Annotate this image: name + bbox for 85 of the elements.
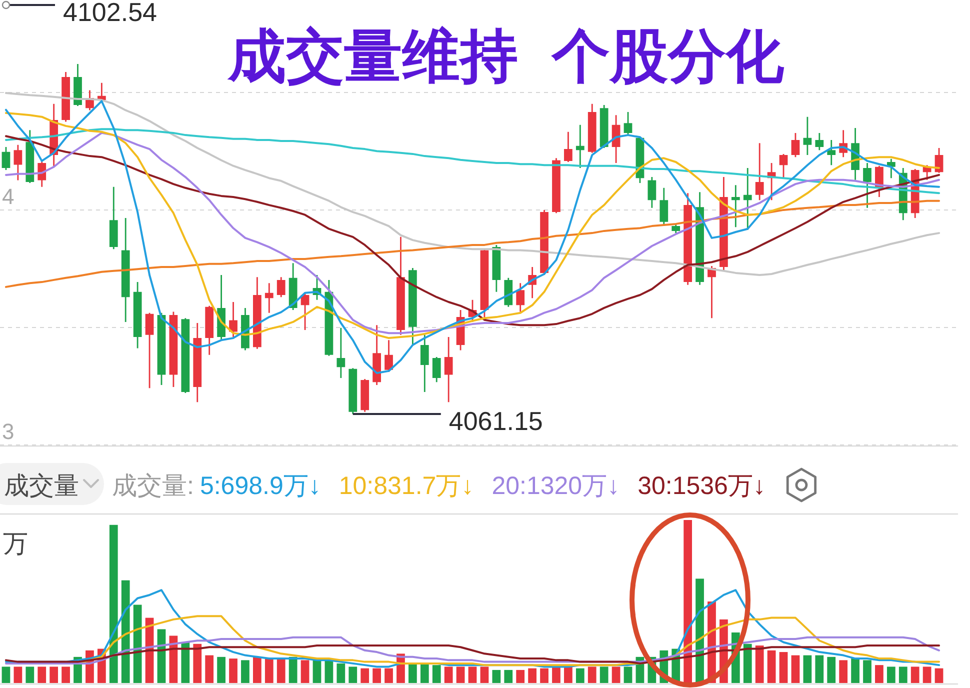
- candlestick: [264, 283, 274, 313]
- candlestick: [109, 186, 118, 250]
- candlestick: [576, 124, 584, 168]
- bar: [62, 666, 70, 683]
- bar: [456, 666, 465, 683]
- bar: [193, 644, 202, 683]
- chart-subtitle: 个股分化: [550, 24, 785, 89]
- bar: [372, 668, 381, 683]
- bar: [898, 666, 908, 683]
- text: 5:698.9万↓: [200, 472, 321, 500]
- bar: [516, 670, 525, 683]
- bar: [552, 666, 560, 683]
- bar: [444, 666, 453, 683]
- bar: [600, 666, 608, 683]
- text: 成交量: [4, 472, 79, 500]
- candlestick: [420, 334, 429, 392]
- bar: [934, 668, 944, 683]
- bar: [229, 658, 238, 683]
- bar: [300, 660, 310, 683]
- bar: [576, 668, 584, 683]
- candlestick: [336, 328, 346, 378]
- bar: [540, 668, 548, 683]
- bar: [205, 655, 214, 683]
- bar: [564, 666, 572, 683]
- bar: [14, 666, 22, 683]
- bar: [863, 660, 872, 683]
- bar: [743, 644, 752, 683]
- bar: [839, 660, 848, 683]
- bar: [264, 658, 274, 683]
- annotation: 4061.15: [448, 406, 543, 436]
- text: 30:1536万↓: [638, 472, 766, 500]
- bar: [755, 646, 764, 683]
- bar: [803, 655, 812, 683]
- bar: [181, 642, 190, 683]
- bar: [324, 660, 334, 683]
- bar: [886, 666, 896, 683]
- bar: [684, 520, 692, 683]
- bar: [348, 666, 358, 683]
- bar: [779, 652, 788, 683]
- y-axis-title: 万: [3, 530, 28, 558]
- candlestick: [803, 116, 812, 155]
- bar: [480, 666, 489, 683]
- bar: [827, 656, 836, 683]
- text: 20:1320万↓: [492, 472, 620, 500]
- bar: [420, 663, 429, 683]
- bar: [910, 666, 920, 683]
- bar: [50, 666, 58, 683]
- text: 4102.54: [63, 0, 157, 27]
- bar: [492, 670, 501, 683]
- bar: [432, 665, 441, 683]
- bar: [767, 650, 776, 683]
- candlestick: [444, 337, 453, 402]
- bar: [851, 658, 860, 683]
- chart-title: 成交量维持: [227, 24, 518, 89]
- bar: [288, 656, 298, 683]
- bar: [922, 666, 932, 683]
- candlestick: [755, 143, 764, 200]
- annotation: 4: [2, 184, 14, 209]
- bar: [2, 666, 10, 683]
- legend-title: 成交量:: [112, 472, 194, 500]
- bar: [624, 666, 632, 683]
- bar: [217, 656, 226, 683]
- bar: [109, 524, 118, 683]
- bar: [253, 656, 262, 683]
- bar: [468, 666, 477, 683]
- bar: [875, 665, 884, 683]
- bar: [528, 668, 536, 683]
- bar: [336, 663, 346, 683]
- bar: [588, 666, 596, 683]
- text: 3: [2, 419, 14, 444]
- bar: [38, 666, 46, 683]
- text: 10:831.7万↓: [338, 472, 474, 500]
- candlestick: [564, 132, 572, 162]
- bar: [612, 666, 620, 683]
- bar: [360, 668, 370, 683]
- bar: [384, 668, 393, 683]
- bar: [241, 660, 250, 683]
- bar: [791, 655, 800, 683]
- bar: [276, 658, 286, 683]
- candlestick: [815, 132, 824, 150]
- bar: [815, 655, 824, 683]
- bar: [26, 666, 34, 683]
- bar: [133, 604, 142, 683]
- bar: [408, 663, 417, 683]
- bar: [504, 670, 513, 683]
